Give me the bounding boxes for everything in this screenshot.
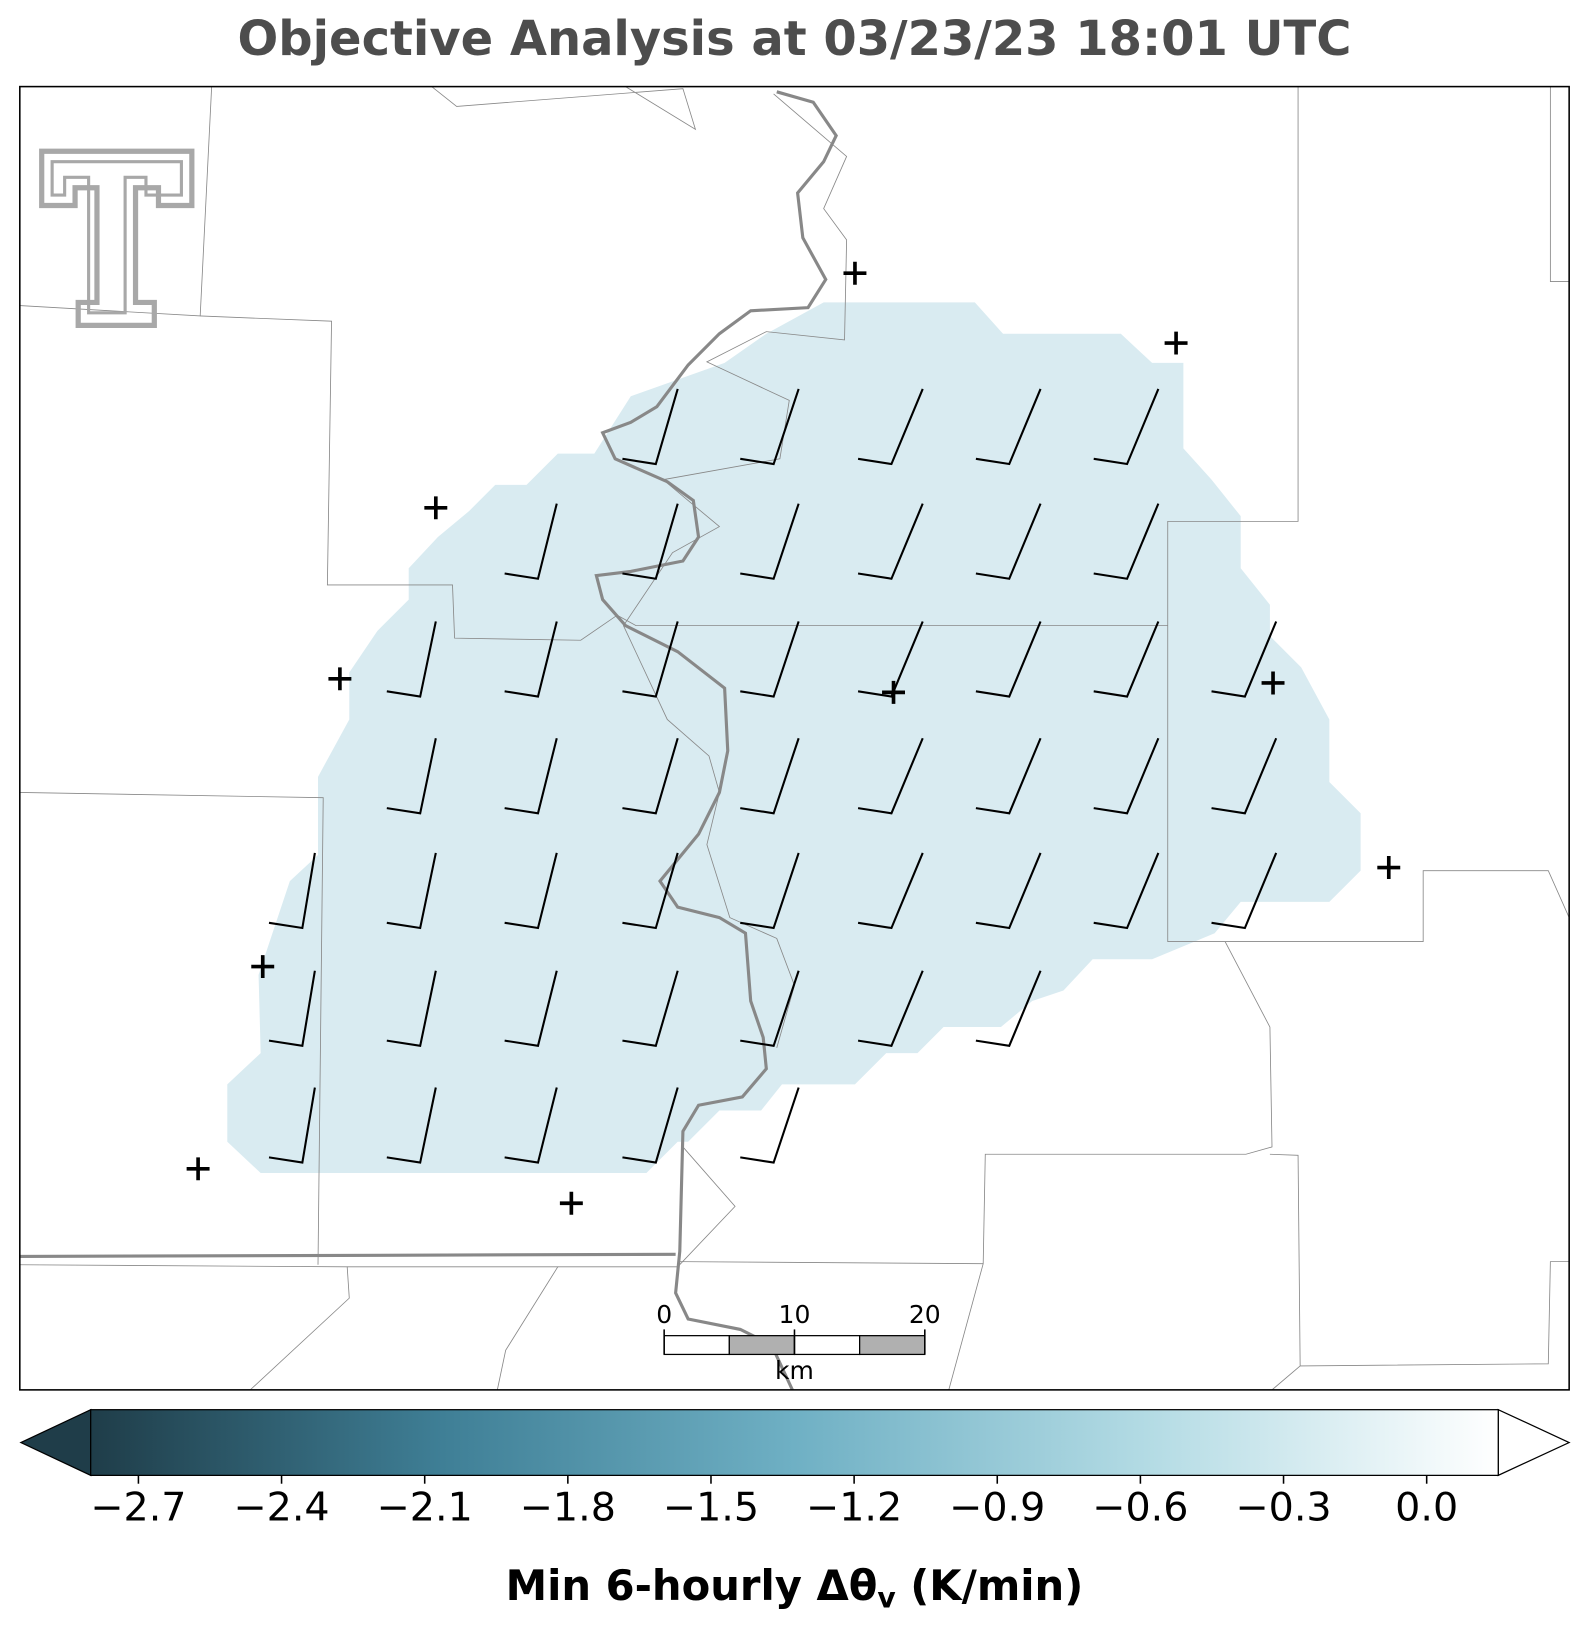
- county-lines: [19, 86, 1570, 1391]
- wind-barb: [622, 1087, 679, 1164]
- wind-barb: [740, 970, 800, 1047]
- wind-barb: [622, 621, 679, 698]
- station-marker: [251, 955, 275, 979]
- wind-barb: [975, 621, 1042, 698]
- wind-barb: [740, 737, 800, 815]
- colorbar-extend-high: [1497, 1408, 1571, 1477]
- map: 0 10 20 km: [19, 85, 1570, 1391]
- station-marker: [882, 680, 905, 704]
- wind-barb: [268, 1087, 316, 1164]
- wind-barb: [857, 970, 924, 1047]
- state-border: [19, 1252, 676, 1258]
- wind-barb: [1093, 852, 1160, 930]
- scale-segment: [728, 1335, 796, 1356]
- wind-barb: [975, 737, 1042, 815]
- colorbar-label: Min 6-hourly Δθv (K/min): [506, 1561, 1084, 1614]
- wind-barb: [975, 503, 1042, 580]
- wind-barb: [1211, 621, 1278, 698]
- wind-barb: [857, 852, 924, 930]
- wind-barb: [857, 737, 924, 815]
- scale-unit: km: [775, 1356, 814, 1385]
- wind-barb: [1093, 503, 1160, 580]
- scale-segment: [663, 1335, 730, 1356]
- station-marker: [1164, 331, 1188, 355]
- wind-barb: [857, 503, 924, 580]
- wind-barb: [975, 970, 1042, 1047]
- scale-segment: [859, 1335, 926, 1356]
- colorbar-tick-label: 0.0: [1395, 1484, 1458, 1530]
- colorbar-tick-label: −0.9: [949, 1484, 1045, 1530]
- wind-barb: [386, 738, 437, 815]
- wind-barb: [740, 621, 800, 698]
- colorbar-bar: [90, 1409, 1499, 1476]
- title: Objective Analysis at 03/23/23 18:01 UTC: [238, 11, 1352, 67]
- wind-barb: [740, 1087, 800, 1164]
- wind-barb: [1211, 852, 1278, 930]
- colorbar-tick-label: −1.2: [806, 1484, 902, 1530]
- wind-barb: [386, 852, 437, 930]
- colorbar-tick-label: −2.1: [377, 1484, 473, 1530]
- wind-barb: [504, 852, 558, 930]
- colorbar-tick-label: −1.5: [663, 1484, 759, 1530]
- station-marker: [1261, 671, 1285, 695]
- wind-barb: [386, 970, 437, 1047]
- wind-barb: [504, 737, 558, 815]
- station-marker: [1377, 856, 1401, 879]
- wind-barbs: [268, 388, 1278, 1164]
- wind-barb: [740, 852, 800, 930]
- wind-barb: [504, 1087, 558, 1164]
- analysis-field: [227, 302, 1361, 1174]
- wind-barb: [622, 737, 679, 815]
- label-subscript: v: [877, 1581, 895, 1614]
- colorbar-tick-label: −2.7: [90, 1484, 186, 1530]
- wind-barb: [857, 621, 924, 698]
- scale-tick-label: 20: [909, 1300, 941, 1329]
- wind-barb: [504, 503, 558, 580]
- wind-barb: [975, 388, 1042, 466]
- scale-bar: 0 10 20 km: [656, 1300, 941, 1385]
- map-frame: [19, 85, 1570, 1391]
- wind-barb: [386, 621, 437, 698]
- wind-barb: [268, 970, 316, 1048]
- logo: [39, 148, 195, 328]
- wind-barb: [622, 970, 679, 1047]
- station-marker: [424, 496, 448, 520]
- station-marker: [559, 1191, 583, 1215]
- scale-tick-label: 10: [779, 1300, 811, 1329]
- wind-barb: [504, 621, 558, 698]
- wind-barb: [1211, 737, 1278, 815]
- station-marker: [843, 261, 867, 285]
- wind-barb: [740, 388, 800, 466]
- station-marker: [328, 667, 352, 691]
- wind-barb: [268, 852, 316, 930]
- wind-barb: [1093, 388, 1160, 466]
- wind-barb: [622, 388, 679, 466]
- wind-barb: [1093, 737, 1160, 815]
- wind-barb: [740, 503, 800, 580]
- label-unit: (K/min): [896, 1561, 1084, 1610]
- scale-tick-label: 0: [656, 1300, 672, 1329]
- wind-barb: [857, 388, 924, 466]
- wind-barb: [504, 970, 558, 1047]
- colorbar: −2.7 −2.4 −2.1 −1.8 −1.5 −1.2 −0.9 −0.6 −0.3 0.0: [19, 1408, 1571, 1530]
- river: [594, 90, 838, 1391]
- label-text: Min 6-hourly Δθ: [506, 1561, 878, 1610]
- colorbar-tick-label: −0.3: [1235, 1484, 1331, 1530]
- colorbar-extend-low: [19, 1408, 92, 1477]
- wind-barb: [1093, 621, 1160, 698]
- colorbar-tick-label: −1.8: [520, 1484, 616, 1530]
- colorbar-tick-label: −2.4: [233, 1484, 329, 1530]
- wind-barb: [622, 852, 679, 930]
- station-marker: [186, 1157, 210, 1181]
- wind-barb: [975, 852, 1042, 930]
- scale-segment: [793, 1335, 861, 1356]
- wind-barb: [622, 503, 679, 580]
- colorbar-tick-label: −0.6: [1092, 1484, 1188, 1530]
- wind-barb: [386, 1087, 437, 1164]
- stations: [186, 261, 1401, 1215]
